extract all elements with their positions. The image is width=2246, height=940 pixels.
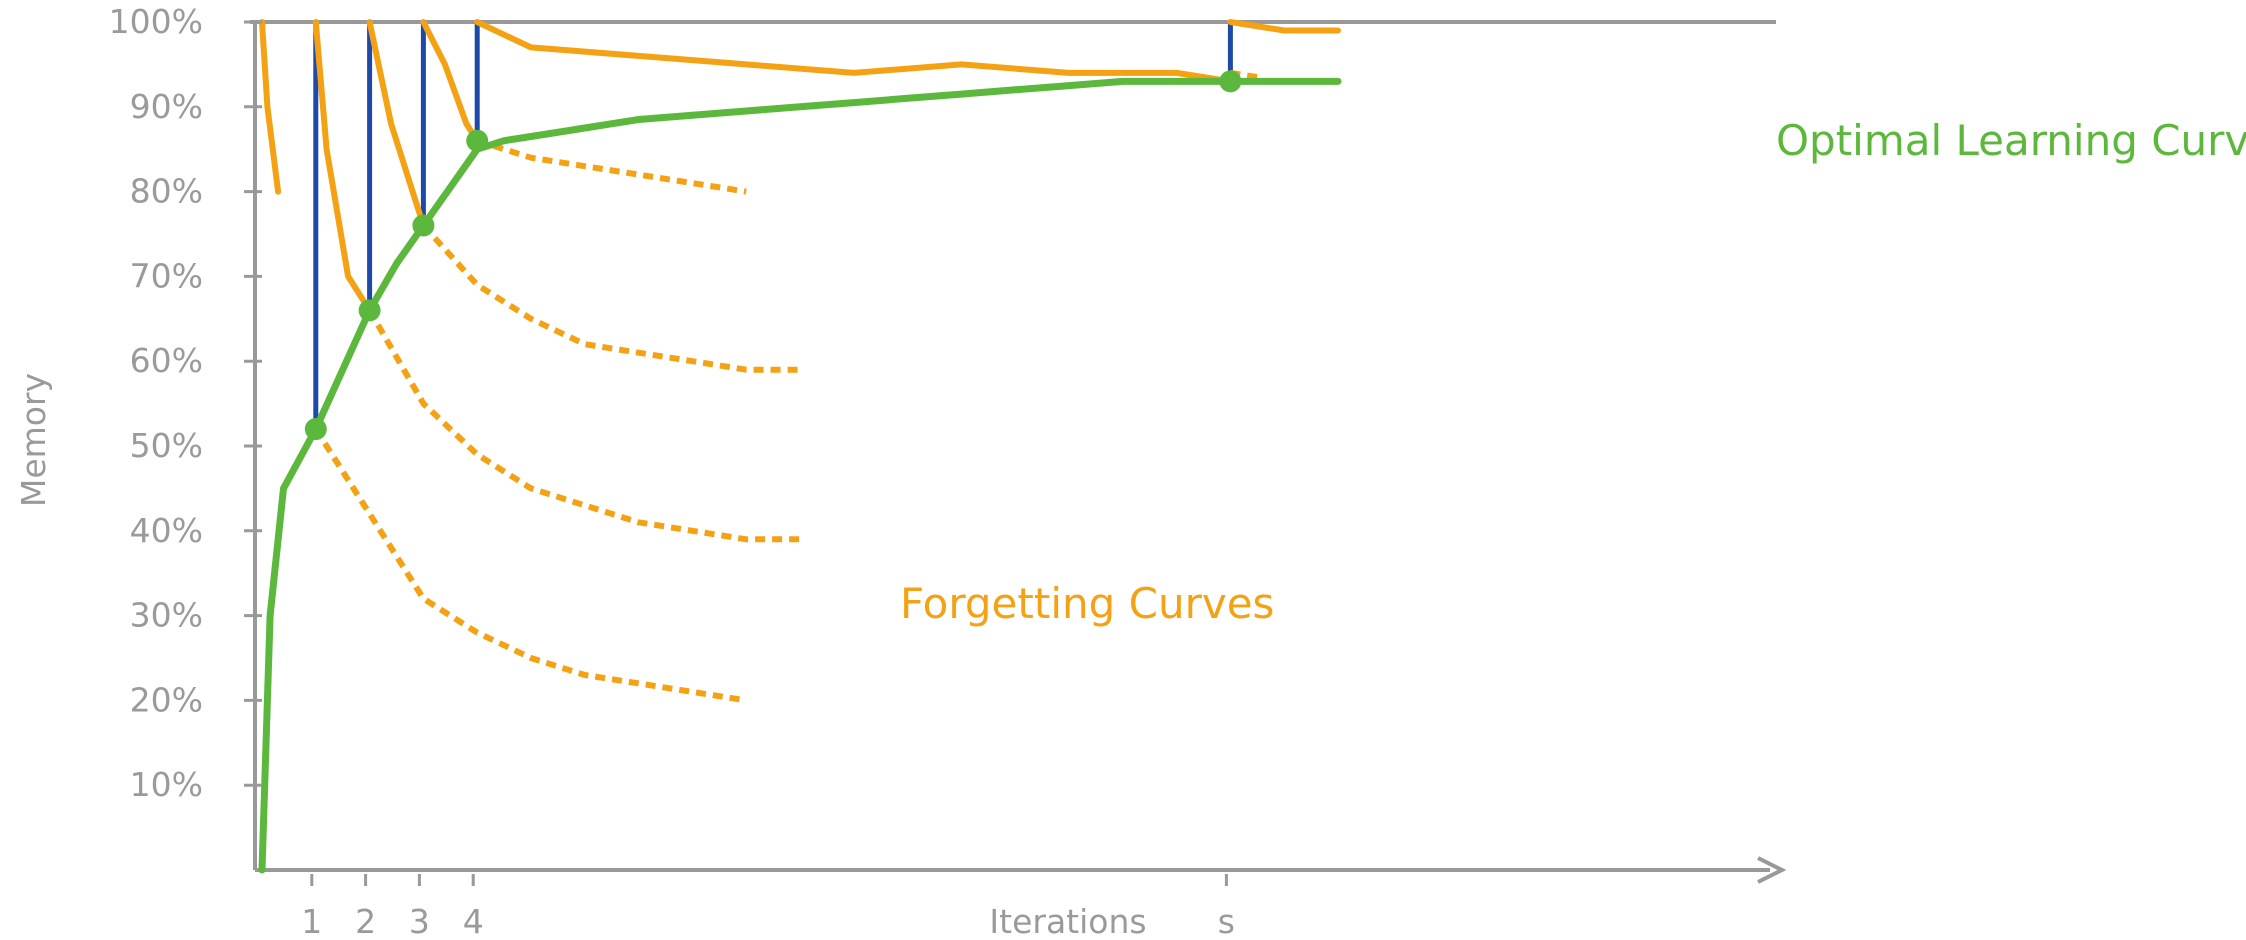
y-tick-label: 40% — [130, 511, 203, 550]
x-tick-label: 3 — [409, 902, 430, 940]
forgetting-curve-dashed — [313, 427, 747, 704]
y-axis-label: Memory — [14, 373, 53, 507]
chart-marks — [304, 70, 1242, 441]
optimal-learning-curve — [258, 77, 1342, 874]
forgetting-curve-solid — [420, 19, 481, 144]
x-axis-arrow — [1757, 856, 1787, 884]
x-tick-label: 4 — [463, 902, 484, 940]
y-tick-label: 100% — [109, 2, 203, 41]
x-tick-label: s — [1218, 902, 1235, 940]
review-point — [304, 418, 327, 441]
chart-series — [258, 19, 1342, 874]
forgetting-curve-dashed — [367, 308, 800, 543]
y-tick-label: 50% — [130, 426, 203, 465]
x-tick-label: 1 — [301, 902, 322, 940]
review-point — [412, 214, 435, 237]
chart-ticks: 10% 20% 30% 40% 50% 60% 70% 80% 90% 100% 1 2 3 4 s — [109, 2, 1235, 940]
forgetting-curve-solid — [259, 19, 282, 195]
y-tick-label: 80% — [130, 172, 203, 211]
forgetting-curve-solid — [474, 19, 1234, 85]
x-tick-label: 2 — [355, 902, 376, 940]
y-tick-label: 20% — [130, 680, 203, 719]
forgetting-curves-label: Forgetting Curves — [900, 579, 1274, 628]
review-point — [358, 299, 381, 322]
forgetting-curve-solid — [312, 19, 373, 314]
x-axis-label: Iterations — [989, 902, 1146, 940]
y-tick-label: 30% — [130, 596, 203, 635]
forgetting-curve-dashed — [421, 223, 800, 373]
forgetting-curve-solid — [366, 19, 427, 229]
y-tick-label: 70% — [130, 256, 203, 295]
forgetting-curve-dashed — [476, 137, 747, 195]
forgetting-curve-solid — [1227, 19, 1341, 34]
y-tick-label: 90% — [130, 87, 203, 126]
optimal-curve-label: Optimal Learning Curve — [1776, 116, 2246, 165]
review-point — [1219, 70, 1242, 93]
y-tick-label: 10% — [130, 765, 203, 804]
y-tick-label: 60% — [130, 341, 203, 380]
review-point — [466, 129, 489, 152]
